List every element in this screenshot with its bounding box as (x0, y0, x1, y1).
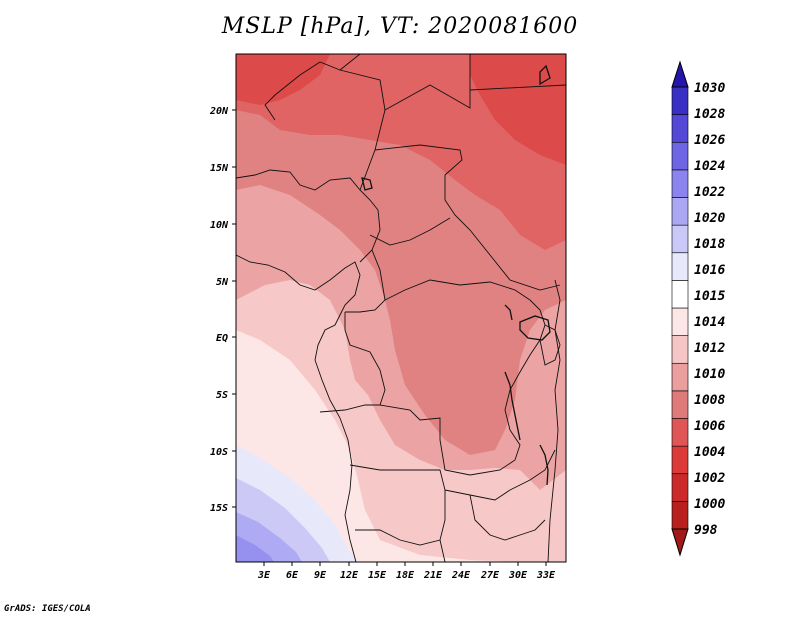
colorbar-level-label: 1014 (694, 315, 725, 330)
colorbar-level-label: 1018 (694, 237, 725, 252)
colorbar-box (671, 86, 689, 115)
lat-tick-marks (232, 109, 236, 508)
colorbar-labels: 998 1000 1002 1004 1006 1008 1010 1012 1014 1015 1… (694, 81, 725, 538)
lon-tick-marks (263, 562, 547, 566)
lon-label: 33E (536, 570, 556, 581)
colorbar-level-label: 1028 (694, 107, 725, 122)
colorbar-box (671, 473, 689, 502)
lake-victoria-outline (519, 315, 551, 341)
pressure-field (236, 54, 566, 562)
colorbar-box (671, 280, 689, 309)
colorbar-box (671, 501, 689, 530)
lat-label: 10N (210, 220, 229, 231)
lon-label: 15E (368, 570, 387, 581)
lat-label: 5S (216, 390, 228, 401)
colorbar-box (671, 141, 689, 171)
colorbar-level-label: 1006 (694, 419, 725, 434)
lon-label: 30E (508, 570, 528, 581)
lon-label: 9E (314, 570, 327, 581)
colorbar-level-label: 1026 (694, 133, 725, 148)
colorbar-box (671, 418, 689, 447)
lake-turkana-outline (539, 64, 551, 86)
colorbar-box (671, 307, 689, 336)
lake-chad-outline (361, 177, 373, 191)
lake-albert-outline (504, 304, 513, 321)
lat-labels: 20N 15N 10N 5N EQ 5S 10S 15S (209, 106, 229, 514)
colorbar-bottom-arrow (671, 528, 689, 557)
colorbar: 998 1000 1002 1004 1006 1008 1010 1012 1014 1015 1… (671, 60, 725, 557)
lat-label: 10S (210, 447, 228, 458)
colorbar-box (671, 197, 689, 226)
colorbar-level-label: 1010 (694, 367, 725, 382)
lon-label: 27E (480, 570, 500, 581)
lon-label: 21E (423, 570, 443, 581)
colorbar-level-label: 1000 (694, 497, 725, 512)
colorbar-level-label: 1004 (694, 445, 725, 460)
colorbar-level-label: 1008 (694, 393, 725, 408)
colorbar-level-label: 1012 (694, 341, 725, 356)
lat-label: 5N (216, 277, 229, 288)
lon-label: 3E (257, 570, 271, 581)
colorbar-box (671, 445, 689, 475)
colorbar-level-label: 1015 (694, 289, 725, 304)
colorbar-box (671, 169, 689, 198)
colorbar-box (671, 390, 689, 419)
colorbar-level-label: 1016 (694, 263, 725, 278)
field-1004-ne-region (470, 54, 566, 165)
lon-label: 18E (396, 570, 415, 581)
country-borders (236, 54, 566, 562)
colorbar-level-label: 1022 (694, 185, 725, 200)
colorbar-level-label: 1020 (694, 211, 725, 226)
lakes (361, 64, 551, 486)
lake-tanganyika-outline (504, 371, 521, 441)
colorbar-top-arrow (671, 60, 689, 88)
lon-label: 24E (451, 570, 471, 581)
map-title: MSLP [hPa], VT: 2020081600 (221, 14, 579, 39)
colorbar-box (671, 224, 689, 254)
lake-malawi-outline (539, 444, 549, 486)
field-1022-region (236, 535, 274, 562)
plot-frame (235, 53, 567, 563)
colorbar-level-label: 998 (694, 523, 718, 538)
lat-label: 15S (210, 503, 228, 514)
lat-label: 20N (209, 106, 229, 117)
colorbar-level-label: 1024 (694, 159, 725, 174)
lon-label: 12E (340, 570, 359, 581)
colorbar-boxes (671, 86, 689, 530)
colorbar-box (671, 252, 689, 281)
lat-label: EQ (216, 333, 228, 344)
colorbar-box (671, 362, 689, 392)
lon-label: 6E (286, 570, 299, 581)
grads-credit: GrADS: IGES/COLA (4, 604, 91, 614)
lat-label: 15N (210, 163, 229, 174)
lon-labels: 3E 6E 9E 12E 15E 18E 21E 24E 27E 30E 33E (257, 570, 556, 581)
colorbar-level-label: 1030 (694, 81, 725, 96)
colorbar-level-label: 1002 (694, 471, 725, 486)
field-1006-region (236, 54, 566, 250)
colorbar-box (671, 335, 689, 364)
field-1004-nw-region (236, 54, 330, 105)
colorbar-box (671, 114, 689, 143)
